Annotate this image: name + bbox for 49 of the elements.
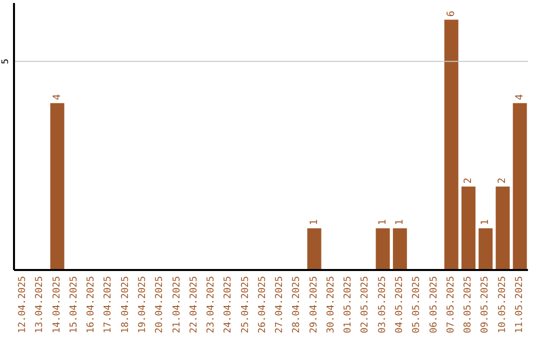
data-label: 2 (462, 178, 474, 184)
data-label: 2 (497, 178, 508, 184)
x-tick-label: 09.05.2025 (480, 276, 491, 334)
bar (392, 228, 407, 270)
bar (444, 20, 458, 270)
bar (461, 186, 476, 270)
x-tick-label: 22.04.2025 (188, 276, 200, 334)
x-tick-label: 02.05.2025 (360, 276, 371, 334)
data-label: 1 (308, 219, 320, 226)
x-tick-label: 24.04.2025 (222, 276, 234, 334)
data-label: 1 (480, 219, 492, 226)
data-label: 1 (377, 219, 388, 226)
bar (307, 228, 322, 270)
data-label: 4 (52, 94, 63, 100)
x-tick-label: 12.04.2025 (17, 276, 28, 334)
x-tick-label: 15.04.2025 (68, 276, 80, 334)
x-tick-label: 18.04.2025 (120, 276, 131, 334)
bar (512, 103, 527, 270)
x-tick-label: 01.05.2025 (342, 276, 354, 334)
x-tick-label: 04.05.2025 (394, 276, 405, 334)
x-tick-label: 17.04.2025 (102, 276, 114, 334)
x-tick-label: 05.05.2025 (411, 276, 422, 334)
x-tick-label: 30.04.2025 (325, 276, 336, 334)
bar (376, 228, 390, 270)
x-tick-label: 28.04.2025 (291, 276, 302, 334)
y-tick-label: 5 (1, 58, 11, 64)
x-tick-label: 26.04.2025 (256, 276, 268, 334)
x-tick-label: 14.04.2025 (51, 276, 62, 334)
x-tick-label: 06.05.2025 (428, 276, 440, 334)
data-label: 4 (514, 94, 526, 100)
bar (478, 228, 493, 270)
x-tick-label: 10.05.2025 (496, 276, 508, 334)
x-tick-label: 16.04.2025 (86, 276, 97, 334)
bar (496, 186, 510, 270)
x-tick-label: 13.04.2025 (34, 276, 46, 334)
x-tick-label: 11.05.2025 (514, 276, 525, 334)
data-label: 6 (446, 10, 457, 17)
data-label: 1 (394, 219, 406, 226)
x-tick-label: 20.04.2025 (154, 276, 166, 334)
x-tick-label: 07.05.2025 (445, 276, 456, 334)
x-tick-label: 27.04.2025 (274, 276, 286, 334)
x-tick-label: 19.04.2025 (137, 276, 148, 334)
x-tick-label: 21.04.2025 (171, 276, 182, 334)
x-tick-label: 03.05.2025 (376, 276, 388, 334)
x-tick-label: 23.04.2025 (206, 276, 217, 334)
x-tick-label: 08.05.2025 (462, 276, 474, 334)
bar (50, 103, 64, 270)
x-tick-label: 29.04.2025 (308, 276, 320, 334)
x-tick-label: 25.04.2025 (240, 276, 251, 334)
